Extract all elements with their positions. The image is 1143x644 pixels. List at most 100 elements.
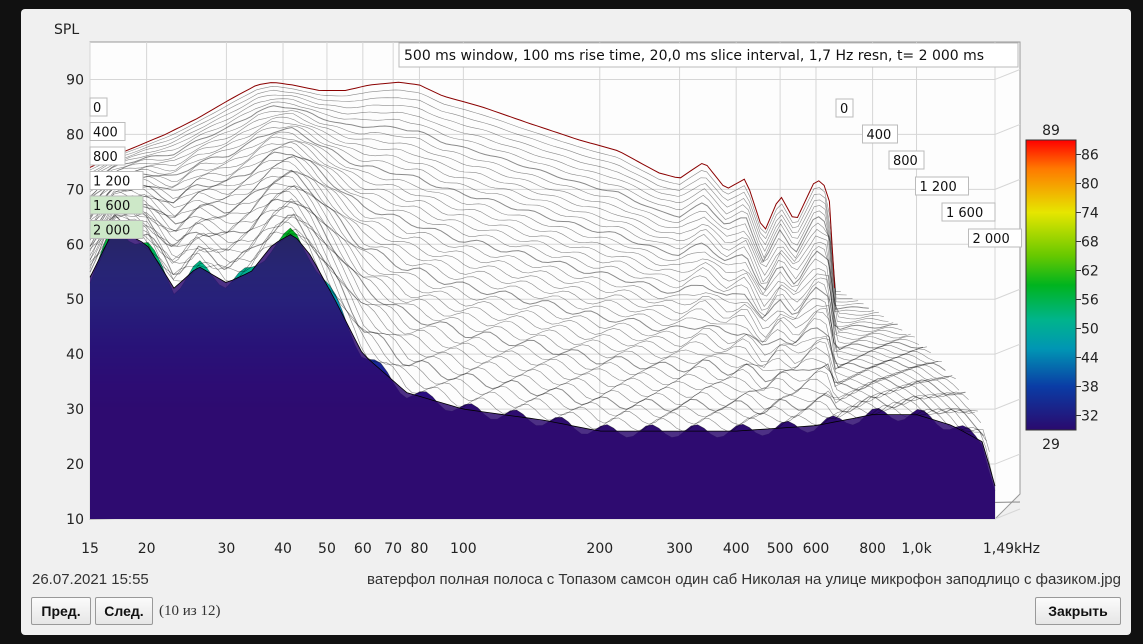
spectrum-slice-line: [89, 140, 911, 340]
x-tick-label: 300: [666, 541, 693, 557]
chart-title-box: [398, 42, 1019, 68]
prev-button[interactable]: Пред.: [31, 597, 91, 625]
time-label-left: 1 600: [93, 199, 130, 214]
spectrum-slice-line: [89, 175, 949, 378]
spectrum-slice-line: [89, 131, 903, 333]
colorbar-min: 29: [1042, 437, 1060, 453]
colorbar-max: 89: [1042, 123, 1060, 139]
x-tick-label: 80: [411, 541, 429, 557]
colorbar: 89 29 86 80 74 68 62 56 50 44 38 32: [1025, 123, 1099, 453]
x-tick-label: 1,0k: [901, 541, 932, 557]
y-grid-line-side: [994, 123, 1021, 135]
spectrum-slice-line: [89, 141, 915, 344]
x-tick-label: 40: [274, 541, 292, 557]
spectrum-slice-line: [89, 161, 935, 362]
colorbar-tick-label: 62: [1081, 264, 1099, 280]
x-tick-label: 100: [450, 541, 477, 557]
time-label-right: 1 600: [946, 206, 983, 221]
time-label-right-box: [941, 202, 996, 222]
y-tick-label: 70: [66, 182, 84, 198]
spectrum-slice-line: [89, 125, 894, 327]
y-tick-label: 90: [66, 72, 84, 88]
y-tick-label: 10: [66, 512, 84, 528]
time-label-right-box: [915, 176, 969, 196]
x-tick-label: 200: [586, 541, 613, 557]
spectrum-slice-line: [89, 101, 864, 307]
time-label-right-box: [835, 98, 854, 118]
spectrum-slice-line: [89, 94, 853, 299]
spectrum-slice-line: [89, 120, 889, 323]
spectrum-slice-line: [89, 155, 927, 353]
spectrum-slice-line: [89, 185, 960, 391]
time-label-left-box: [89, 220, 144, 239]
spectrum-slice-line: [89, 182, 953, 380]
next-button[interactable]: След.: [95, 597, 153, 625]
time-label-right: 2 000: [973, 232, 1010, 247]
colorbar-scale: [1025, 139, 1077, 431]
y-axis-label: SPL: [54, 22, 79, 38]
colorbar-tick-label: 56: [1081, 293, 1099, 309]
spectrum-slice-line: [89, 169, 946, 371]
chart-title: 500 ms window, 100 ms rise time, 20,0 ms…: [404, 48, 984, 64]
time-label-left-box: [89, 171, 144, 190]
spectrum-slice-line: [89, 198, 966, 396]
spectrum-slice-line: [89, 156, 931, 357]
y-tick-label: 60: [66, 237, 84, 253]
time-label-left: 0: [93, 101, 101, 116]
spectrum-slice-line: [89, 190, 963, 395]
spectrum-slice-line: [89, 213, 982, 423]
x-tick-label: 30: [218, 541, 236, 557]
colorbar-tick-label: 68: [1081, 235, 1099, 251]
x-axis-ticks: 15 20 30 40 50 60 70 80 100 200 300 400 500 600 800 1,0…: [81, 541, 1040, 557]
image-date: 26.07.2021 15:55: [32, 571, 149, 588]
time-label-right: 400: [867, 128, 892, 143]
spectrum-slice-line: [89, 225, 990, 452]
spectrum-slice-line: [89, 98, 859, 303]
colorbar-tick-label: 38: [1081, 380, 1099, 396]
time-label-left: 1 200: [93, 175, 130, 190]
time-label-right: 800: [893, 154, 918, 169]
spectrum-slice-line: [89, 81, 836, 289]
spectrum-slice-line: [89, 113, 879, 316]
x-tick-label: 600: [803, 541, 830, 557]
spectrum-slice-line: [89, 214, 978, 414]
y-tick-label: 50: [66, 292, 84, 308]
time-label-right-box: [888, 150, 925, 170]
colorbar-tick-label: 74: [1081, 206, 1099, 222]
close-button[interactable]: Закрыть: [1035, 597, 1121, 625]
time-label-right: 1 200: [920, 180, 957, 195]
y-tick-label: 80: [66, 127, 84, 143]
spectrum-slice-line: [89, 116, 884, 320]
x-tick-label: 800: [859, 541, 886, 557]
time-label-left-box: [89, 97, 108, 117]
spectrum-slice-line: [89, 205, 975, 414]
image-counter: (10 из 12): [159, 603, 221, 619]
spectrum-slice-line: [89, 221, 987, 442]
x-tick-label: 50: [318, 541, 336, 557]
spectrum-slice-line: [89, 146, 920, 348]
spectrum-slice-line: [89, 185, 956, 382]
spectrum-slice-line: [89, 151, 924, 351]
time-label-right-box: [968, 228, 1022, 248]
time-label-left: 800: [93, 150, 118, 165]
y-grid-line-side: [994, 69, 1021, 80]
y-grid-line-side: [994, 398, 1021, 410]
spectrum-slice-line: [89, 167, 939, 365]
spectrum-slice-line: [89, 200, 969, 400]
last-slice-line: [89, 227, 996, 487]
time-label-left-box: [89, 122, 126, 141]
colorbar-tick-label: 80: [1081, 177, 1099, 193]
image-filename: ватерфол полная полоса с Топазом самсон …: [367, 571, 1121, 588]
colorbar-tick-label: 86: [1081, 148, 1099, 164]
x-tick-label: 15: [81, 541, 99, 557]
waterfall-surface: [89, 81, 996, 519]
x-tick-label: 60: [354, 541, 372, 557]
y-grid-line-side: [994, 508, 1021, 520]
y-tick-label: 20: [66, 457, 84, 473]
y-grid-line-side: [994, 453, 1021, 465]
colorbar-tick-label: 32: [1081, 409, 1099, 425]
colorbar-tick-label: 50: [1081, 322, 1099, 338]
y-grid-line-side: [994, 178, 1021, 190]
